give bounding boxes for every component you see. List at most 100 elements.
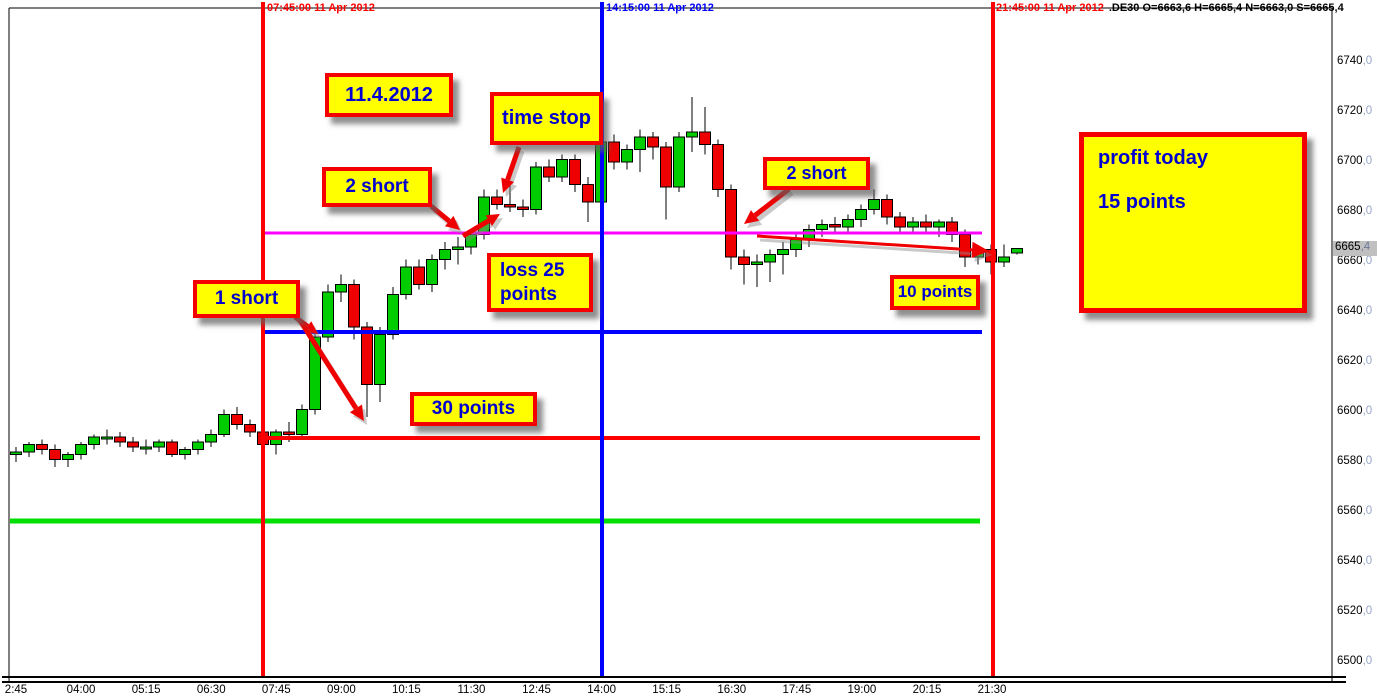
candle-0630 — [205, 429, 217, 447]
candle-0645 — [218, 409, 230, 437]
annotation-box-loss-25-points[interactable]: loss 25 points — [487, 253, 593, 312]
candle-body — [309, 336, 321, 410]
arrow-shaft — [753, 187, 791, 218]
annotation-box-time-stop[interactable]: time stop — [490, 92, 603, 145]
candle-2045 — [946, 217, 958, 242]
candle-body — [933, 221, 945, 228]
arrow-head — [744, 210, 760, 224]
candle-body — [907, 221, 919, 228]
arrow-entry-up[interactable] — [461, 214, 503, 243]
annotation-text: 11.4.2012 — [345, 83, 433, 106]
price-tick-decimal: ,0 — [1362, 205, 1373, 217]
candle-body — [777, 249, 789, 255]
time-tick-1900: 19:00 — [847, 684, 877, 696]
candle-1345 — [582, 177, 594, 222]
candle-body — [764, 254, 776, 263]
candle-body — [335, 284, 347, 293]
candle-body — [426, 259, 438, 285]
price-tick-decimal: ,0 — [1362, 555, 1373, 567]
annotation-text: 2 short — [786, 162, 847, 183]
candle-body — [725, 189, 737, 258]
time-tick-1130: 11:30 — [457, 684, 486, 696]
arrow-trend-exit[interactable] — [756, 234, 992, 263]
candle-0715 — [244, 419, 256, 437]
candle-body — [114, 436, 126, 443]
candle-2145 — [998, 244, 1010, 267]
candle-body — [10, 451, 22, 455]
price-tick-main: 6680 — [1337, 205, 1363, 217]
candle-body — [881, 199, 893, 218]
candle-body — [829, 224, 841, 228]
candle-body — [62, 454, 74, 460]
candle-body — [673, 136, 685, 188]
time-tick-0900: 09:00 — [326, 684, 356, 696]
session-line-label-1415: 14:15:00 11 Apr 2012 — [606, 2, 714, 14]
candle-body — [361, 326, 373, 385]
candle-body — [530, 166, 542, 210]
annotation-box-30-points[interactable]: 30 points — [410, 392, 537, 426]
candle-body — [400, 266, 412, 295]
candle-body — [504, 204, 516, 208]
candle-1730 — [777, 242, 789, 275]
time-tick-0745: 07:45 — [261, 684, 291, 696]
candle-body — [608, 141, 620, 163]
arrow-2short-entry[interactable] — [429, 204, 463, 234]
annotation-box-date[interactable]: 11.4.2012 — [325, 73, 453, 117]
annotation-box-1short[interactable]: 1 short — [193, 280, 300, 318]
candle-body — [36, 444, 48, 450]
candle-0930 — [361, 322, 373, 417]
candle-body — [1011, 248, 1023, 254]
annotation-box-profit-today[interactable]: profit today 15 points — [1079, 132, 1307, 313]
arrow-head — [349, 404, 364, 421]
price-tick-main: 6500 — [1337, 655, 1363, 667]
candle-1015 — [400, 259, 412, 300]
candle-body — [894, 216, 906, 228]
candle-1430 — [621, 144, 633, 170]
candle-1715 — [764, 249, 776, 282]
candle-0945 — [374, 327, 386, 402]
price-tick-main: 6520 — [1337, 605, 1363, 617]
candle-body — [49, 449, 61, 460]
candle-body — [569, 159, 581, 185]
candle-0815 — [296, 404, 308, 440]
candle-1530 — [673, 132, 685, 192]
arrow-time-stop-exit[interactable] — [501, 146, 525, 197]
annotation-box-2short-left[interactable]: 2 short — [322, 167, 432, 207]
price-tick-main: 6720 — [1337, 105, 1363, 117]
price-tick-main: 6660 — [1337, 255, 1363, 267]
candle-1315 — [556, 154, 568, 182]
candle-1330 — [569, 154, 581, 192]
candle-1045 — [426, 254, 438, 292]
arrow-2short-right-entry[interactable] — [744, 187, 794, 228]
price-tick-main: 6560 — [1337, 505, 1363, 517]
candle-body — [166, 441, 178, 455]
candle-body — [686, 131, 698, 138]
candle-body — [179, 449, 191, 455]
price-tick-6520: 6520,0 — [1337, 605, 1372, 617]
arrow-shaft — [461, 218, 491, 239]
session-time-text: 07:45:00 11 Apr 2012 — [267, 2, 375, 14]
arrow-shadow — [747, 191, 794, 228]
annotation-box-2short-right[interactable]: 2 short — [763, 157, 870, 190]
session-time-text: 21:45:00 11 Apr 2012 — [996, 2, 1104, 14]
candle-body — [842, 219, 854, 228]
price-tick-decimal: ,0 — [1362, 455, 1373, 467]
candle-1415 — [608, 134, 620, 170]
arrow-shaft — [429, 204, 451, 224]
candle-body — [387, 294, 399, 335]
price-tick-decimal: ,0 — [1362, 655, 1373, 667]
price-tick-6580: 6580,0 — [1337, 455, 1372, 467]
annotation-text: 2 short — [345, 176, 409, 198]
price-tick-6660: 6660,0 — [1337, 255, 1372, 267]
candle-1100 — [439, 242, 451, 270]
candle-0745 — [270, 429, 282, 455]
candle-body — [634, 136, 646, 150]
annotation-box-10-points[interactable]: 10 points — [890, 275, 980, 310]
price-tick-main: 6540 — [1337, 555, 1363, 567]
candle-body — [283, 431, 295, 435]
arrow-30points-target[interactable] — [298, 320, 367, 425]
price-tick-decimal: ,0 — [1362, 255, 1373, 267]
price-tick-main: 6700 — [1337, 155, 1363, 167]
candle-1200 — [491, 189, 503, 210]
